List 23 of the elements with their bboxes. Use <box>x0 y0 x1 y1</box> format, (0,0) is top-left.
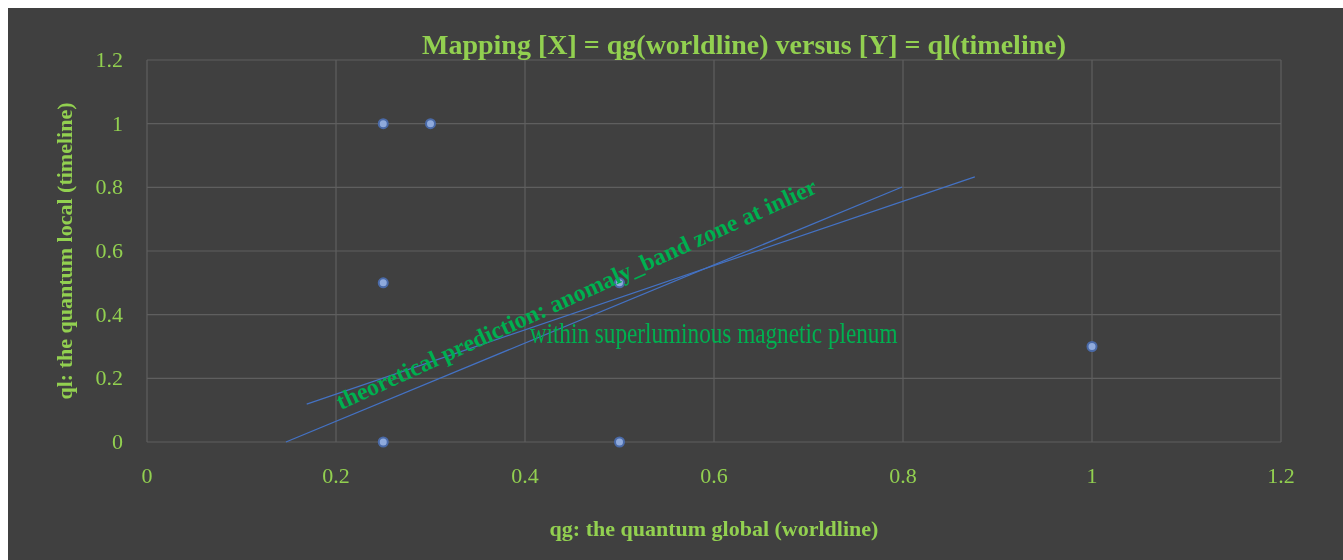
x-tick-label: 0.4 <box>511 463 539 488</box>
x-tick-label: 1.2 <box>1267 463 1295 488</box>
y-tick-label: 0.6 <box>95 238 123 263</box>
y-tick-label: 1.2 <box>95 47 123 72</box>
y-tick-label: 0.4 <box>95 301 123 327</box>
y-axis-title: ql: the quantum local (timeline) <box>52 102 77 400</box>
point <box>1086 341 1098 352</box>
y-tick-label: 0.2 <box>95 365 123 391</box>
y-tick-label: 1 <box>112 110 123 136</box>
point <box>425 118 436 130</box>
x-axis-title: qg: the quantum global (worldline) <box>549 516 879 541</box>
chart-title: Mapping [X] = qg(worldline) versus [Y] = ql(timeline) <box>422 29 1066 60</box>
x-tick-label: 0.8 <box>889 463 917 488</box>
point <box>377 118 389 130</box>
point <box>614 436 625 448</box>
point <box>377 436 389 448</box>
x-tick-label: 0 <box>141 463 153 488</box>
point <box>377 277 389 289</box>
x-tick-label: 1 <box>1086 463 1098 488</box>
y-tick-label: 0 <box>112 429 123 454</box>
y-tick-label: 0.8 <box>95 174 123 200</box>
x-tick-label: 0.2 <box>322 463 350 488</box>
x-tick-label: 0.6 <box>700 463 728 488</box>
